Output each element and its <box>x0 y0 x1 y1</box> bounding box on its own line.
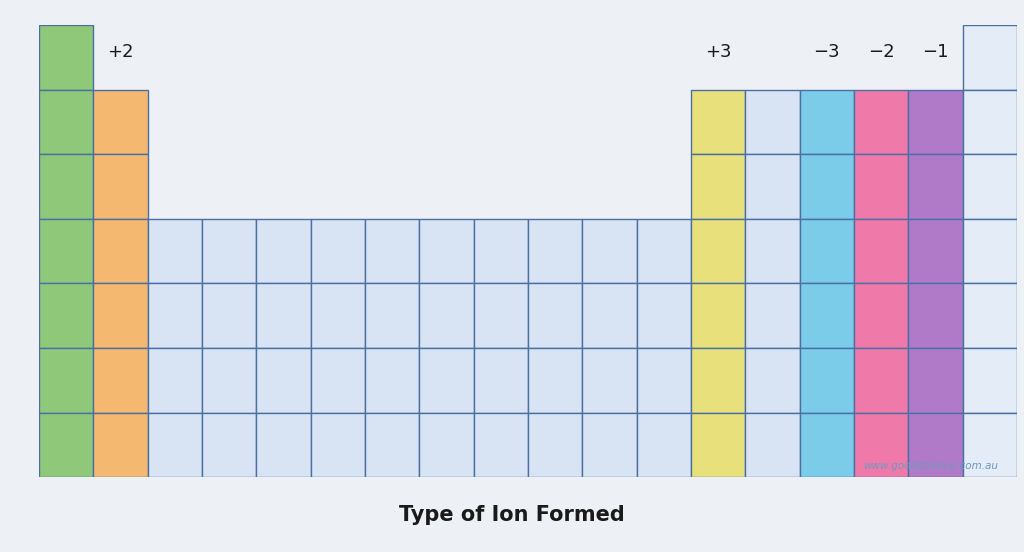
Bar <box>147 348 202 413</box>
Bar <box>93 413 147 477</box>
Bar <box>528 348 583 413</box>
Bar <box>528 219 583 284</box>
Bar <box>528 284 583 348</box>
Bar <box>419 348 473 413</box>
Bar <box>310 348 365 413</box>
Bar <box>800 348 854 413</box>
Bar <box>691 413 745 477</box>
Bar <box>256 284 310 348</box>
Bar <box>147 284 202 348</box>
Bar <box>147 413 202 477</box>
Text: −2: −2 <box>867 43 894 61</box>
Bar <box>908 154 963 219</box>
Bar <box>93 348 147 413</box>
Bar <box>583 219 637 284</box>
Bar <box>93 154 147 219</box>
Bar <box>202 219 256 284</box>
Bar <box>583 348 637 413</box>
Bar <box>963 348 1017 413</box>
Bar <box>745 89 800 154</box>
Bar <box>473 284 528 348</box>
Bar <box>854 348 908 413</box>
Bar <box>691 89 745 154</box>
Bar <box>963 284 1017 348</box>
Text: www.goodscience.com.au: www.goodscience.com.au <box>863 461 998 471</box>
Bar <box>745 413 800 477</box>
Bar <box>365 219 419 284</box>
Bar <box>365 348 419 413</box>
Bar <box>147 219 202 284</box>
Bar <box>963 413 1017 477</box>
Bar <box>691 154 745 219</box>
Bar <box>691 219 745 284</box>
Bar <box>800 413 854 477</box>
Bar <box>854 89 908 154</box>
Bar <box>39 284 93 348</box>
Bar <box>583 413 637 477</box>
Text: −1: −1 <box>922 43 948 61</box>
Bar <box>637 348 691 413</box>
Bar <box>473 348 528 413</box>
Bar <box>473 413 528 477</box>
Bar <box>745 154 800 219</box>
Bar <box>637 284 691 348</box>
Bar <box>202 348 256 413</box>
Text: Type of Ion Formed: Type of Ion Formed <box>399 505 625 525</box>
Text: −3: −3 <box>813 43 840 61</box>
Bar <box>800 284 854 348</box>
Bar <box>800 89 854 154</box>
Bar <box>419 219 473 284</box>
Bar <box>745 284 800 348</box>
Bar <box>528 413 583 477</box>
Bar <box>963 89 1017 154</box>
Bar <box>800 219 854 284</box>
Bar <box>256 348 310 413</box>
Bar <box>637 219 691 284</box>
Bar <box>963 25 1017 89</box>
Bar <box>908 89 963 154</box>
Bar <box>908 413 963 477</box>
Bar <box>93 284 147 348</box>
Bar <box>93 89 147 154</box>
Bar <box>908 284 963 348</box>
Bar <box>39 25 93 89</box>
Bar <box>365 284 419 348</box>
Bar <box>745 219 800 284</box>
Bar <box>745 348 800 413</box>
Bar <box>39 348 93 413</box>
Bar <box>908 348 963 413</box>
Bar <box>310 219 365 284</box>
Bar <box>908 219 963 284</box>
Bar <box>691 284 745 348</box>
Bar <box>691 348 745 413</box>
Bar <box>310 413 365 477</box>
Bar <box>39 413 93 477</box>
Bar <box>39 219 93 284</box>
Text: +3: +3 <box>705 43 731 61</box>
Bar <box>854 154 908 219</box>
Bar <box>637 413 691 477</box>
Bar <box>854 219 908 284</box>
Bar <box>583 284 637 348</box>
Bar <box>39 89 93 154</box>
Bar <box>854 413 908 477</box>
Bar <box>800 154 854 219</box>
Bar <box>202 413 256 477</box>
Bar <box>854 284 908 348</box>
Bar <box>419 284 473 348</box>
Bar <box>365 413 419 477</box>
Bar <box>419 413 473 477</box>
Bar <box>93 219 147 284</box>
Bar <box>963 219 1017 284</box>
Bar <box>202 284 256 348</box>
Bar <box>963 154 1017 219</box>
Bar <box>256 413 310 477</box>
Text: +2: +2 <box>108 43 134 61</box>
Bar <box>473 219 528 284</box>
Bar <box>310 284 365 348</box>
Bar <box>256 219 310 284</box>
Bar <box>39 154 93 219</box>
